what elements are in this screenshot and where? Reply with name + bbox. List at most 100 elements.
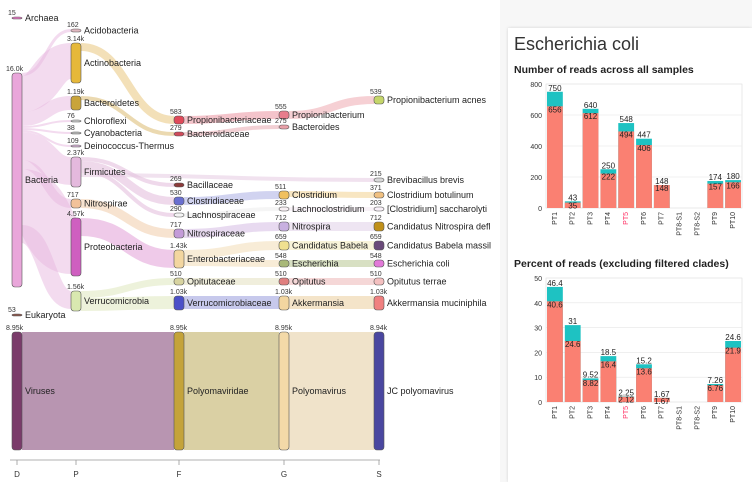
level-label-G: G xyxy=(281,470,287,479)
node-value-nitrospiraceae: 717 xyxy=(170,222,182,229)
node-value-enterobacteriaceae: 1.43k xyxy=(170,243,188,250)
label-PT2: 24.6 xyxy=(565,340,581,349)
node-bacteroidaceae xyxy=(173,131,185,137)
level-label-D: D xyxy=(14,470,20,479)
xtick-PT8-S1: PT8-S1 xyxy=(676,406,683,430)
xtick-PT8-S2: PT8-S2 xyxy=(694,406,701,430)
node-cyanobacteria xyxy=(70,131,82,135)
label-PT7: 1.67 xyxy=(654,397,670,406)
bar-PT4 xyxy=(600,361,617,402)
bar-PT6 xyxy=(636,368,652,402)
xtick-PT1: PT1 xyxy=(552,406,559,419)
node-value-candidatus_nitrospira: 712 xyxy=(370,215,382,222)
xtick-PT4: PT4 xyxy=(605,212,612,225)
label-top-PT6: 15.2 xyxy=(636,356,652,365)
node-value-propionibacterium_acnes: 539 xyxy=(370,89,382,96)
label-top-PT3: 9.52 xyxy=(583,370,599,379)
node-value-bacteroides: 275 xyxy=(275,118,287,125)
node-bacteria xyxy=(11,72,23,288)
link-bacteroidaceae-bacteroides xyxy=(183,125,280,136)
node-value-akkermansia: 1.03k xyxy=(275,289,293,296)
node-clostridium_botulinum xyxy=(373,191,385,199)
link-bacteria-proteobacteria xyxy=(12,169,81,274)
xtick-PT3: PT3 xyxy=(587,212,594,225)
link-bacteria-cyanobacteria xyxy=(21,128,72,134)
node-value-polyomavirus: 8.95k xyxy=(275,325,293,332)
node-clostridium xyxy=(278,190,290,200)
label-PT5: 494 xyxy=(620,130,634,139)
node-value-akkermansia_muciniphila: 1.03k xyxy=(370,289,388,296)
node-label-candidatus_nitrospira: Candidatus Nitrospira defl xyxy=(387,222,491,232)
node-propionibacterium xyxy=(278,110,290,120)
ytick-600: 600 xyxy=(530,113,542,120)
node-bacillaceae xyxy=(173,182,185,188)
bar-PT7 xyxy=(653,185,670,208)
bar-PT9 xyxy=(707,385,724,402)
node-value-proteobacteria: 4.57k xyxy=(67,211,85,218)
level-label-F: F xyxy=(177,470,182,479)
bar-PT10 xyxy=(725,182,741,208)
node-label-brevibacillus_brevis: Brevibacillus brevis xyxy=(387,175,465,185)
xtick-PT3: PT3 xyxy=(587,406,594,419)
xtick-PT4: PT4 xyxy=(605,406,612,419)
xtick-PT2: PT2 xyxy=(570,406,577,419)
node-value-candidatus_babela_massil: 659 xyxy=(370,234,382,241)
node-value-bacteroidetes: 1.19k xyxy=(67,89,85,96)
label-top-PT3: 640 xyxy=(584,101,598,110)
link-verrucomicrobia-opitutaceae xyxy=(80,278,175,298)
label-PT9: 6.76 xyxy=(707,384,723,393)
node-label-clostridiaceae: Clostridiaceae xyxy=(187,196,244,206)
label-PT10: 21.9 xyxy=(725,347,741,356)
ytick-50: 50 xyxy=(534,276,542,283)
label-top-PT1: 750 xyxy=(548,84,562,93)
node-opitutaceae xyxy=(173,277,185,286)
node-value-nitrospirae: 717 xyxy=(67,192,79,199)
node-chloroflexi xyxy=(70,119,82,123)
node-value-propionibacteriaceae: 583 xyxy=(170,109,182,116)
link-proteobacteria-enterobacteriaceae xyxy=(80,218,175,268)
node-label-bacteroidaceae: Bacteroidaceae xyxy=(187,129,250,139)
node-firmicutes xyxy=(70,156,82,188)
node-lachnospiraceae xyxy=(173,212,185,218)
level-label-P: P xyxy=(73,470,78,479)
node-label-candidatus_babela: Candidatus Babela xyxy=(292,241,368,251)
node-clostridium_saccharolyticum xyxy=(373,206,385,212)
node-label-propionibacterium_acnes: Propionibacterium acnes xyxy=(387,95,487,105)
link-firmicutes-bacillaceae xyxy=(80,157,175,187)
link-bacteria-bacteroidetes xyxy=(21,96,72,126)
xtick-PT6: PT6 xyxy=(641,406,648,419)
link-propionibacterium-propionibacterium_acnes xyxy=(288,96,375,119)
node-actinobacteria xyxy=(70,42,82,84)
label-PT1: 40.6 xyxy=(547,300,563,309)
link-nitrospirae-nitrospiraceae xyxy=(80,199,175,238)
link-bacteria-deinococcus xyxy=(21,130,72,147)
node-eukaryota xyxy=(11,313,23,317)
node-label-bacteroidetes: Bacteroidetes xyxy=(84,98,140,108)
node-value-bacillaceae: 269 xyxy=(170,176,182,183)
node-label-bacteria: Bacteria xyxy=(25,175,58,185)
link-bacteria-chloroflexi xyxy=(21,120,72,128)
node-propionibacterium_acnes xyxy=(373,95,385,105)
node-value-actinobacteria: 3.14k xyxy=(67,36,85,43)
label-PT5: 2.12 xyxy=(618,396,634,405)
node-verrucomicrobiaceae xyxy=(173,295,185,311)
node-label-escherichia_coli: Escherichia coli xyxy=(387,259,450,269)
node-value-verrucomicrobiaceae: 1.03k xyxy=(170,289,188,296)
link-firmicutes-lachnospiraceae xyxy=(80,169,175,217)
link-bacteria-firmicutes xyxy=(20,132,73,185)
node-label-clostridium_botulinum: Clostridium botulinum xyxy=(387,190,474,200)
node-clostridiaceae xyxy=(173,196,185,206)
xtick-PT2: PT2 xyxy=(570,212,577,225)
chart1-title: Number of reads across all samples xyxy=(514,64,694,76)
node-proteobacteria xyxy=(70,217,82,277)
node-value-viruses: 8.95k xyxy=(6,325,24,332)
node-label-bacteroides: Bacteroides xyxy=(292,122,340,132)
node-viruses xyxy=(11,331,23,451)
node-value-opitutaceae: 510 xyxy=(170,271,182,278)
link-clostridiaceae-clostridium xyxy=(183,191,280,205)
node-jc_polyomavirus xyxy=(373,331,385,451)
node-value-escherichia: 548 xyxy=(275,253,287,260)
node-value-escherichia_coli: 548 xyxy=(370,253,382,260)
